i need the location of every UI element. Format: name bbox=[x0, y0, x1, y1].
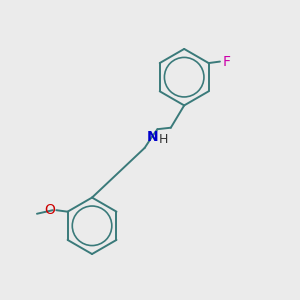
Text: H: H bbox=[159, 133, 168, 146]
Text: N: N bbox=[146, 130, 158, 144]
Text: O: O bbox=[44, 203, 55, 217]
Text: F: F bbox=[223, 55, 230, 69]
